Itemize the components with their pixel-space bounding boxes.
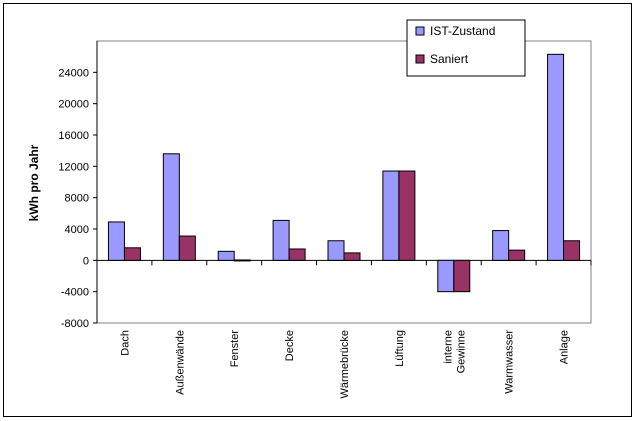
y-axis-title: kWh pro Jahr — [27, 144, 41, 221]
bar-ist-zustand — [107, 221, 125, 261]
y-tick-label: 4000 — [65, 224, 89, 236]
y-tick-label: 8000 — [65, 193, 89, 205]
x-tick-label: Dach — [119, 330, 131, 356]
y-tick-label: 24000 — [58, 67, 89, 79]
bar-ist-zustand — [492, 230, 510, 261]
legend-label-ist: IST-Zustand — [430, 24, 495, 38]
chart-area — [3, 3, 632, 417]
x-tick-label: Wärmebrücke — [339, 330, 351, 398]
legend-label-saniert: Saniert — [430, 52, 469, 66]
x-tick-label: Lüftung — [394, 330, 406, 367]
bar-saniert — [563, 240, 581, 261]
bar-ist-zustand — [547, 53, 565, 261]
bar-ist-zustand — [327, 240, 345, 261]
bar-saniert — [453, 259, 471, 293]
bar-saniert — [288, 248, 306, 261]
legend: IST-Zustand Saniert — [406, 19, 526, 77]
y-tick-label: 12000 — [58, 161, 89, 173]
bar-saniert — [178, 235, 196, 261]
bar-ist-zustand — [382, 170, 400, 261]
bars — [107, 53, 581, 293]
bar-ist-zustand — [162, 153, 180, 261]
y-tick-label: 0 — [83, 255, 89, 267]
bar-saniert — [398, 170, 416, 261]
legend-box — [406, 19, 526, 77]
y-tick-label: 16000 — [58, 130, 89, 142]
bar-saniert — [508, 249, 526, 261]
x-tick-label: Anlage — [559, 330, 571, 364]
bar-ist-zustand — [272, 219, 290, 261]
bar-ist-zustand — [217, 250, 235, 261]
legend-swatch-saniert — [415, 54, 425, 64]
y-tick-label: 20000 — [58, 99, 89, 111]
y-tick-labels: -8000 -4000 0 4000 8000 12000 16000 20000 24000 — [58, 67, 89, 330]
x-tick-label: Gewinne — [455, 330, 467, 373]
x-tick-label: interne — [442, 330, 454, 364]
bar-saniert — [123, 247, 141, 261]
x-tick-label: Decke — [284, 330, 296, 361]
x-tick-label: Fenster — [229, 330, 241, 368]
x-tick-label: Außenwände — [174, 330, 186, 395]
y-tick-label: -4000 — [61, 287, 89, 299]
bar-saniert — [233, 259, 251, 262]
bar-ist-zustand — [437, 259, 455, 293]
x-tick-label: Warmwasser — [504, 330, 516, 394]
bar-saniert — [343, 252, 361, 261]
x-tick-labels: Dach Außenwände Fenster Decke Wärmebrücke Lüf… — [119, 330, 570, 399]
legend-swatch-ist — [415, 26, 425, 36]
y-tick-label: -8000 — [61, 318, 89, 330]
